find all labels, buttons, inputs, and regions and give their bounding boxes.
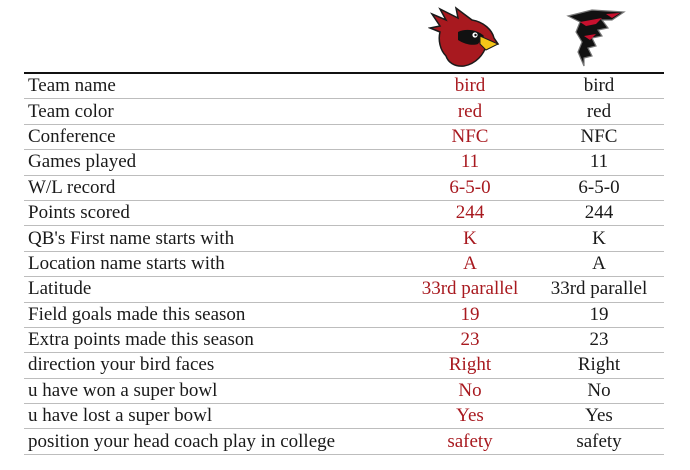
table-row: Points scored 244 244 (24, 200, 664, 227)
falcons-value: NFC (534, 124, 664, 151)
table-row: position your head coach play in college… (24, 428, 664, 455)
cardinals-value: A (406, 251, 534, 278)
table-row: Latitude 33rd parallel 33rd parallel (24, 276, 664, 303)
table-row: Team color red red (24, 98, 664, 125)
cardinals-value: Yes (406, 403, 534, 430)
falcons-value: safety (534, 428, 664, 455)
row-label: u have lost a super bowl (24, 403, 406, 430)
falcons-value: 11 (534, 149, 664, 176)
falcons-value: 6-5-0 (534, 175, 664, 201)
falcons-value: No (534, 378, 664, 405)
row-label: position your head coach play in college (24, 428, 406, 455)
table-row: direction your bird faces Right Right (24, 352, 664, 379)
cardinals-value: K (406, 225, 534, 252)
cardinals-value: red (406, 98, 534, 125)
falcons-value: 23 (534, 327, 664, 354)
falcons-value: Yes (534, 403, 664, 430)
row-label: Conference (24, 124, 406, 151)
falcons-value: 33rd parallel (534, 276, 664, 303)
cardinals-value: 11 (406, 149, 534, 176)
falcons-value: 244 (534, 200, 664, 227)
table-row: Field goals made this season 19 19 (24, 302, 664, 328)
cardinals-value: 6-5-0 (406, 175, 534, 201)
falcons-value: Right (534, 352, 664, 379)
cardinals-value: 33rd parallel (406, 276, 534, 303)
cardinals-value: Right (406, 352, 534, 379)
cardinals-value: bird (406, 73, 534, 100)
falcon-icon (566, 9, 626, 67)
row-label: Field goals made this season (24, 302, 406, 328)
logo-header (0, 0, 690, 72)
table-row: Extra points made this season 23 23 (24, 327, 664, 354)
row-label: Games played (24, 149, 406, 176)
row-label: u have won a super bowl (24, 378, 406, 405)
row-label: Team name (24, 73, 406, 100)
table-row: W/L record 6-5-0 6-5-0 (24, 175, 664, 201)
falcons-value: K (534, 225, 664, 252)
cardinals-value: NFC (406, 124, 534, 151)
cardinal-head-icon (428, 6, 500, 67)
row-label: QB's First name starts with (24, 225, 406, 252)
row-label: W/L record (24, 175, 406, 201)
row-label: Team color (24, 98, 406, 125)
table-row: u have won a super bowl No No (24, 378, 664, 405)
table-row: Team name bird bird (24, 73, 664, 100)
falcons-value: 19 (534, 302, 664, 328)
cardinals-value: 23 (406, 327, 534, 354)
cardinals-value: No (406, 378, 534, 405)
falcons-value: bird (534, 73, 664, 100)
table-row: QB's First name starts with K K (24, 225, 664, 252)
row-label: direction your bird faces (24, 352, 406, 379)
row-label: Extra points made this season (24, 327, 406, 354)
falcons-value: red (534, 98, 664, 125)
comparison-table: Team name bird bird Team color red red Confere… (24, 72, 664, 455)
table-row: Location name starts with A A (24, 251, 664, 278)
table-row: Conference NFC NFC (24, 124, 664, 151)
falcons-value: A (534, 251, 664, 278)
cardinals-value: 244 (406, 200, 534, 227)
row-label: Location name starts with (24, 251, 406, 278)
row-label: Latitude (24, 276, 406, 303)
row-label: Points scored (24, 200, 406, 227)
table-row: Games played 11 11 (24, 149, 664, 176)
comparison-rows: Team name bird bird Team color red red Confere… (24, 73, 664, 455)
cardinals-value: safety (406, 428, 534, 455)
table-row: u have lost a super bowl Yes Yes (24, 403, 664, 430)
cardinals-value: 19 (406, 302, 534, 328)
